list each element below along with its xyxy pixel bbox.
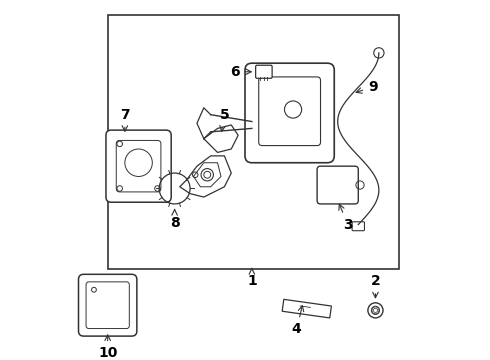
Text: 6: 6 — [230, 65, 251, 79]
FancyBboxPatch shape — [78, 274, 137, 336]
Bar — [108, 15, 399, 269]
Text: 5: 5 — [220, 108, 229, 131]
Text: 2: 2 — [370, 274, 380, 298]
FancyBboxPatch shape — [259, 77, 320, 145]
Polygon shape — [282, 300, 331, 318]
FancyBboxPatch shape — [256, 65, 272, 78]
Text: 7: 7 — [120, 108, 130, 131]
Text: 9: 9 — [356, 80, 378, 94]
Text: 3: 3 — [339, 204, 353, 231]
FancyBboxPatch shape — [116, 140, 161, 192]
Text: 10: 10 — [98, 335, 118, 360]
FancyBboxPatch shape — [317, 166, 358, 204]
FancyBboxPatch shape — [106, 130, 171, 202]
Text: 1: 1 — [247, 268, 257, 288]
Text: 4: 4 — [292, 306, 304, 336]
FancyBboxPatch shape — [352, 222, 365, 231]
FancyBboxPatch shape — [245, 63, 334, 163]
FancyBboxPatch shape — [86, 282, 129, 329]
Text: 8: 8 — [170, 210, 179, 230]
